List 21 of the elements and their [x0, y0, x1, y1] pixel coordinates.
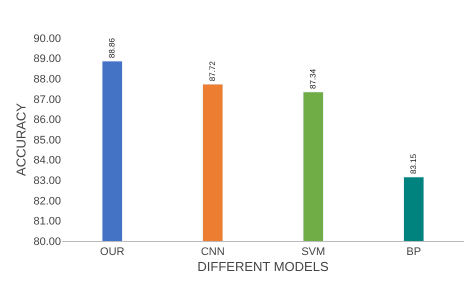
y-tick-label: 83.00 — [33, 174, 61, 187]
y-axis-title: ACCURACY — [13, 102, 28, 176]
data-label: 83.15 — [408, 153, 418, 174]
y-tick-label: 87.00 — [33, 94, 61, 106]
y-tick-label: 86.00 — [33, 114, 61, 126]
data-label: 88.86 — [107, 38, 116, 58]
y-tick-label: 81.00 — [33, 216, 61, 228]
x-tick-label: CNN — [200, 246, 225, 258]
y-tick-label: 82.00 — [33, 195, 61, 208]
x-tick-label: SVM — [301, 246, 326, 258]
x-axis-title: DIFFERENT MODELS — [197, 258, 329, 274]
y-tick-label: 84.00 — [33, 154, 61, 167]
y-tick-label: 89.00 — [33, 53, 61, 66]
data-label: 87.72 — [208, 60, 217, 82]
x-tick-label: BP — [406, 246, 422, 258]
x-tick-label: OUR — [100, 246, 125, 258]
data-label: 87.34 — [308, 68, 318, 89]
y-tick-label: 90.00 — [33, 32, 61, 45]
y-tick-label: 85.00 — [33, 134, 61, 146]
y-tick-label: 80.00 — [33, 236, 61, 248]
y-tick-label: 88.00 — [33, 73, 61, 86]
